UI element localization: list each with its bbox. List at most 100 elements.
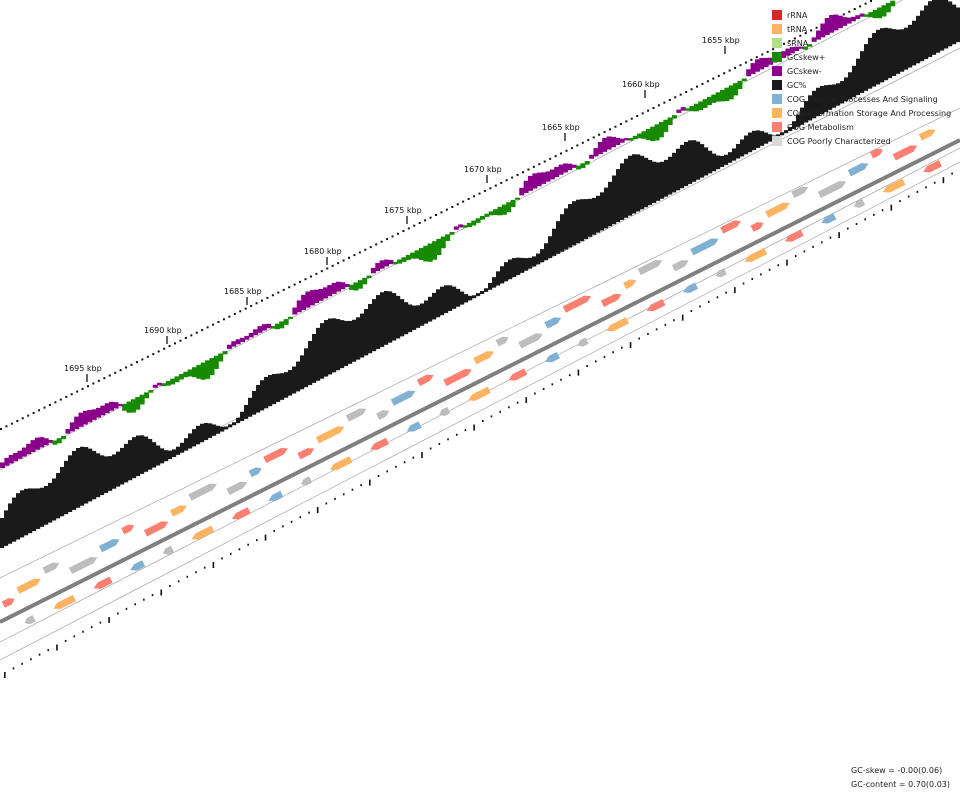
gc-content-bar [564, 208, 569, 250]
gc-skew-positive-bar [126, 401, 132, 413]
cog-poorly-characterized-gene [162, 545, 174, 555]
gc-content-bar [448, 285, 453, 311]
ruler-dot [543, 160, 546, 163]
gc-content-bar [484, 288, 489, 292]
cog-metabolism-gene [869, 148, 884, 159]
ruler-dot [190, 334, 193, 337]
inner-major-tick [629, 342, 632, 349]
gc-content-bar [52, 478, 57, 521]
ruler-dot [396, 232, 399, 235]
inner-ruler-dot [847, 227, 849, 230]
inner-ruler-dot [760, 273, 762, 276]
gc-skew-negative-bar [571, 164, 577, 168]
gc-skew-positive-bar [881, 5, 887, 17]
inner-ruler-dot [916, 190, 919, 193]
inner-ruler-dot [177, 580, 180, 583]
gc-content-bar [832, 84, 837, 108]
gc-skew-negative-bar [541, 172, 547, 184]
ruler-dot [10, 422, 13, 425]
cog-poorly-characterized-gene [376, 410, 390, 420]
cog-metabolism-gene [263, 447, 288, 464]
gc-content-bar [512, 258, 517, 278]
inner-ruler-dot [751, 277, 754, 280]
cog-metabolism-gene [93, 576, 113, 589]
gc-skew-negative-bar [763, 57, 769, 68]
gc-skew-negative-bar [257, 326, 263, 333]
ruler-dot [696, 85, 698, 88]
gc-skew-positive-bar [645, 128, 651, 141]
gc-skew-positive-bar [170, 378, 176, 385]
gc-skew-negative-bar [859, 13, 865, 17]
gc-content-bar [776, 134, 781, 138]
gc-skew-positive-bar [135, 396, 141, 410]
gc-skew-negative-bar [754, 59, 760, 72]
ruler-dot [750, 58, 753, 61]
gc-content-bar [468, 295, 473, 301]
ruler-dot [598, 133, 601, 136]
gc-content-bar [452, 286, 457, 309]
inner-ruler-dot [438, 442, 441, 445]
gc-content-bar [780, 132, 785, 136]
cog-poorly-characterized-gene [671, 260, 689, 272]
gc-content-bar [88, 448, 93, 502]
gc-skew-negative-bar [152, 384, 158, 388]
inner-ruler-dot [933, 181, 936, 184]
gc-content-bar [836, 83, 841, 106]
gc-content-bar [12, 497, 17, 542]
gc-content-bar [712, 153, 717, 172]
ruler-dot [625, 120, 628, 123]
gc-content-bar [504, 262, 509, 282]
gc-skew-negative-bar [248, 332, 254, 338]
ruler-dot [141, 358, 144, 361]
ruler-dot [168, 345, 171, 348]
cog-information-gene [606, 317, 630, 332]
gc-content-bar [112, 454, 117, 489]
ruler-dot [70, 393, 73, 396]
gc-content-bar [744, 135, 749, 155]
gc-content-bar [644, 157, 649, 208]
ruler-dot [5, 425, 8, 428]
gc-skew-positive-bar [872, 9, 878, 19]
cog-information-gene [315, 426, 345, 444]
ruler-dot [337, 262, 340, 265]
gc-skew-negative-bar [331, 282, 337, 294]
gc-content-bar [628, 155, 633, 216]
gc-skew-positive-bar [353, 282, 359, 291]
gc-skew-positive-bar [877, 7, 883, 19]
gc-content-bar [584, 199, 589, 239]
gc-skew-negative-bar [34, 437, 40, 450]
inner-ruler-dot [351, 488, 354, 491]
gc-content-bar [288, 370, 293, 396]
gc-content-bar [188, 433, 193, 449]
gc-skew-negative-bar [117, 404, 123, 407]
gc-skew-positive-bar [807, 44, 813, 47]
gc-content-bar [292, 366, 297, 394]
cog-information-gene [329, 456, 353, 471]
gc-content-bar [800, 107, 805, 125]
gc-skew-positive-bar [637, 133, 643, 139]
ruler-dot [761, 53, 764, 56]
gc-skew-negative-bar [781, 51, 787, 58]
ruler-dot [799, 34, 802, 37]
inner-ruler-dot [229, 552, 232, 555]
gc-skew-negative-bar [39, 437, 45, 448]
gc-content-bar [936, 0, 941, 53]
ruler-dot [494, 184, 497, 187]
cog-cellular-gene [268, 490, 284, 502]
gc-content-bar [364, 308, 369, 356]
gc-skew-positive-bar [890, 0, 896, 7]
inner-ruler-dot [151, 594, 154, 597]
gc-content-bar [464, 294, 469, 303]
gc-content-bar [668, 156, 673, 195]
cog-poorly-characterized-gene [301, 476, 313, 486]
inner-ruler-dot [47, 649, 50, 652]
gc-content-bar [32, 488, 37, 532]
ruler-dot [418, 222, 421, 225]
inner-ruler-dot [308, 511, 310, 514]
ruler-dot [43, 406, 46, 409]
gc-content-bar [176, 446, 181, 455]
gc-content-bar [144, 436, 149, 472]
gc-content-bar [624, 158, 629, 218]
gc-content-bar [932, 0, 937, 55]
ruler-dot [489, 187, 492, 190]
